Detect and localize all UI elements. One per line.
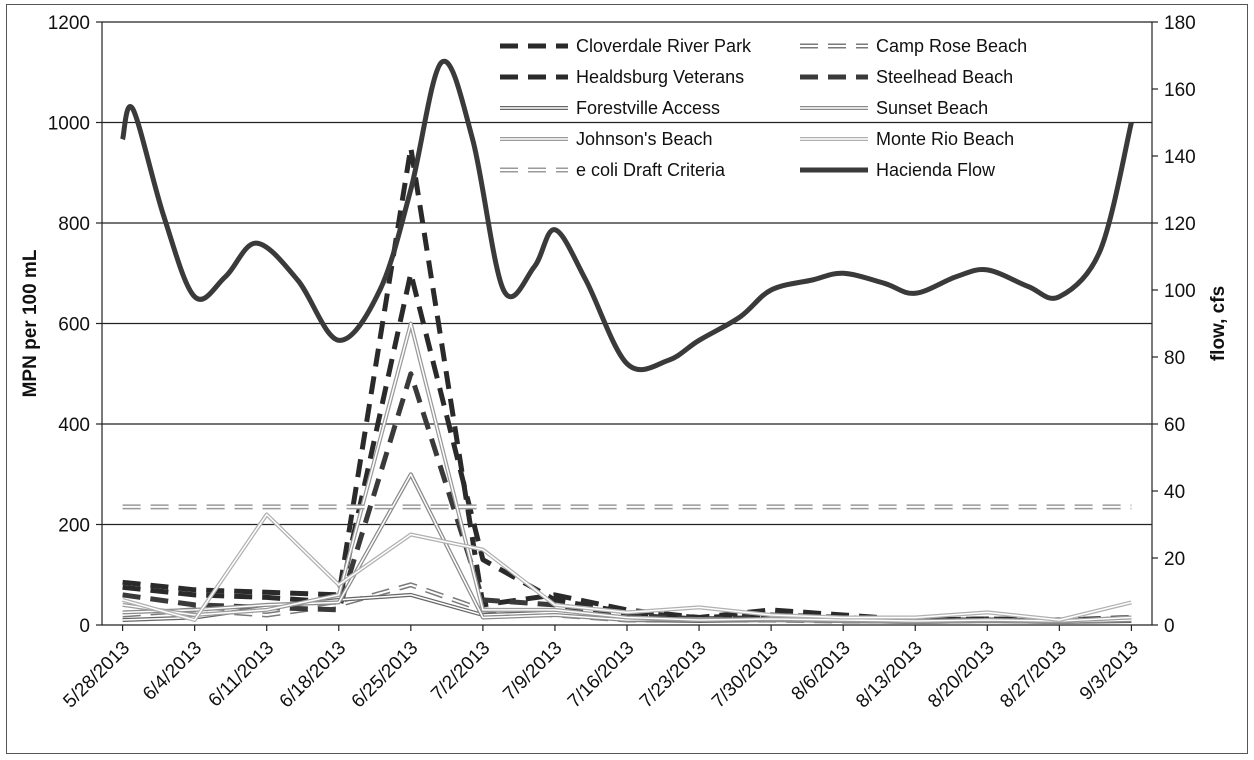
series-line <box>122 145 1132 623</box>
series-hacienda-flow <box>120 58 1134 373</box>
legend-entry-steelhead-beach: Steelhead Beach <box>800 67 1013 87</box>
x-tick-label: 7/2/2013 <box>427 638 494 705</box>
y2-tick-label: 20 <box>1164 549 1185 570</box>
series-cloverdale-river-park <box>122 145 1132 623</box>
y-axis-title: MPN per 100 mL <box>20 249 41 397</box>
x-tick-label: 6/25/2013 <box>348 638 423 713</box>
series-line-inner <box>122 513 1132 621</box>
x-tick-label: 6/18/2013 <box>276 638 351 713</box>
legend: Cloverdale River Park Camp Rose Beach Heal… <box>500 36 1027 180</box>
legend-label: Johnson's Beach <box>576 129 713 149</box>
x-tick-label: 7/9/2013 <box>499 638 566 705</box>
legend-label: e coli Draft Criteria <box>576 160 726 180</box>
legend-label: Camp Rose Beach <box>876 36 1027 56</box>
y2-tick-label: 80 <box>1164 348 1185 369</box>
y2-tick-label: 60 <box>1164 415 1185 436</box>
x-tick-label: 7/23/2013 <box>636 638 711 713</box>
legend-label: Healdsburg Veterans <box>576 67 744 87</box>
legend-entry-healdsburg-veterans: Healdsburg Veterans <box>500 67 744 87</box>
x-tick-label: 8/27/2013 <box>996 638 1071 713</box>
legend-entry-hacienda-flow: Hacienda Flow <box>800 160 996 180</box>
legend-label: Forestville Access <box>576 98 720 118</box>
y2-axis-title: flow, cfs <box>1208 286 1229 361</box>
series-line <box>122 270 1132 623</box>
legend-label: Cloverdale River Park <box>576 36 752 56</box>
legend-label: Sunset Beach <box>876 98 988 118</box>
y2-tick-label: 100 <box>1164 281 1196 302</box>
y-tick-label: 1200 <box>48 13 90 34</box>
y-tick-label: 800 <box>58 214 90 235</box>
legend-entry-johnson-s-beach: Johnson's Beach <box>500 129 713 149</box>
y2-tick-label: 160 <box>1164 80 1196 101</box>
legend-entry-sunset-beach: Sunset Beach <box>800 98 988 118</box>
legend-entry-cloverdale-river-park: Cloverdale River Park <box>500 36 752 56</box>
legend-label: Hacienda Flow <box>876 160 996 180</box>
series-line <box>122 321 1132 623</box>
series-healdsburg-veterans <box>122 270 1132 623</box>
legend-label: Steelhead Beach <box>876 67 1013 87</box>
legend-entry-forestville-access: Forestville Access <box>500 98 720 118</box>
y-tick-label: 200 <box>58 516 90 537</box>
y-tick-label: 400 <box>58 415 90 436</box>
x-tick-label: 5/28/2013 <box>60 638 135 713</box>
legend-label: Monte Rio Beach <box>876 129 1014 149</box>
series-johnson-s-beach <box>122 321 1132 623</box>
y-tick-label: 1000 <box>48 114 90 135</box>
x-tick-label: 6/11/2013 <box>205 638 279 712</box>
x-tick-label: 7/16/2013 <box>564 638 639 713</box>
y2-tick-label: 0 <box>1164 616 1175 637</box>
series-line <box>120 58 1134 373</box>
series-steelhead-beach <box>122 371 1132 624</box>
x-tick-label: 9/3/2013 <box>1076 638 1143 705</box>
y2-tick-label: 40 <box>1164 482 1185 503</box>
legend-entry-e-coli-draft-criteria: e coli Draft Criteria <box>500 160 726 180</box>
y2-tick-label: 120 <box>1164 214 1196 235</box>
y2-tick-label: 140 <box>1164 147 1196 168</box>
x-tick-label: 6/4/2013 <box>139 638 206 705</box>
series-line <box>122 371 1132 624</box>
x-tick-label: 7/30/2013 <box>708 638 783 713</box>
series-monte-rio-beach <box>122 512 1132 622</box>
y-tick-label: 0 <box>79 616 90 637</box>
legend-entry-monte-rio-beach: Monte Rio Beach <box>800 129 1014 149</box>
x-tick-label: 8/6/2013 <box>788 638 855 705</box>
y-tick-label: 600 <box>58 315 90 336</box>
x-tick-label: 8/20/2013 <box>924 638 999 713</box>
y2-tick-label: 180 <box>1164 13 1196 34</box>
x-tick-label: 8/13/2013 <box>852 638 927 713</box>
series-layer <box>120 58 1134 624</box>
series-line-inner <box>122 322 1132 622</box>
legend-entry-camp-rose-beach: Camp Rose Beach <box>800 36 1027 56</box>
